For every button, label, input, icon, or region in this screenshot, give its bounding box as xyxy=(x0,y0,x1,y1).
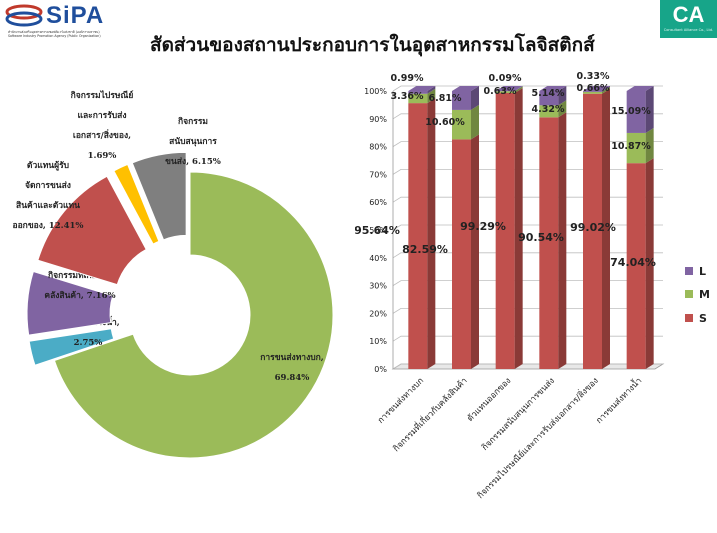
doughnut-slice-0 xyxy=(53,171,334,459)
gridline xyxy=(392,196,663,203)
category-label-5: การขนส่งทางน้ำ xyxy=(593,375,644,426)
data-label-s-2: 99.29% xyxy=(460,220,506,233)
legend-swatch-m xyxy=(685,290,693,298)
slide-title: สัดส่วนของสถานประกอบการในอุตสาหกรรมโลจิส… xyxy=(150,34,595,56)
y-tick-label: 40% xyxy=(369,254,387,263)
gridline xyxy=(392,113,663,120)
legend-label-s: S xyxy=(699,312,707,325)
y-tick-label: 70% xyxy=(369,170,387,179)
y-tick-label: 50% xyxy=(369,226,387,235)
stacked-bar-chart: 0% 10% 20% 30% 40% 50% 60% 70% 80% 90% 100% การขนส่… xyxy=(355,71,710,501)
legend-label-l: L xyxy=(699,265,706,278)
data-label-l-3: 5.14% xyxy=(532,88,565,99)
doughnut-slice-5 xyxy=(131,151,187,241)
doughnut-slice-4 xyxy=(113,163,160,245)
y-tick-label: 0% xyxy=(374,365,387,374)
gridline xyxy=(392,85,663,92)
bar-m-2 xyxy=(495,86,523,93)
data-label-l-4: 0.33% xyxy=(577,71,610,82)
data-label-s-0: 95.64% xyxy=(355,224,400,237)
data-label-m-4: 0.66% xyxy=(577,83,610,94)
data-label-s-3: 90.54% xyxy=(518,231,564,244)
y-tick-label: 90% xyxy=(369,115,387,124)
doughnut-chart: การขนส่งทางบก,69.84%การขนส่งทางน้ำ,2.75%… xyxy=(12,90,334,459)
data-label-s-4: 99.02% xyxy=(570,221,616,234)
category-label-1: กิจกรรมที่เกี่ยวกับคลังสินค้า xyxy=(390,375,470,455)
bar-s-1 xyxy=(452,134,479,369)
bar-m-4 xyxy=(583,86,610,94)
doughnut-label-0: การขนส่งทางบก, 69.84% xyxy=(260,352,324,383)
bar-s-3 xyxy=(539,112,567,369)
gridline xyxy=(392,363,663,370)
data-label-l-5: 15.09% xyxy=(611,106,651,117)
y-tick-label: 80% xyxy=(369,143,387,152)
bar-l-4 xyxy=(583,85,610,92)
data-label-m-5: 10.87% xyxy=(611,141,651,152)
bar-m-5 xyxy=(626,127,654,164)
doughnut-slice-2 xyxy=(26,270,114,336)
gridline xyxy=(392,335,663,342)
y-tick-label: 10% xyxy=(369,337,387,346)
doughnut-slice-3 xyxy=(37,175,147,286)
bar-s-4 xyxy=(583,88,610,369)
doughnut-label-4: กิจกรรมไปรษณีย์และการรับส่งเอกสาร/สิ่งขอ… xyxy=(71,90,134,161)
bar-l-5 xyxy=(626,86,654,133)
bar-m-1 xyxy=(452,104,479,140)
ca-logo-subtitle: Consultant Alliance Co., Ltd. xyxy=(663,28,714,32)
y-tick-label: 100% xyxy=(364,87,387,96)
category-label-2: ตัวแทนออกของ xyxy=(465,376,513,424)
bar-m-3 xyxy=(539,100,567,118)
gridline xyxy=(392,252,663,259)
bar-l-2 xyxy=(495,85,523,92)
bar-l-3 xyxy=(539,86,567,106)
sipa-logo: SiPA สำนักงานส่งเสริมอุตสาหกรรมซอฟต์แวร์… xyxy=(4,2,132,38)
category-label-0: การขนส่งทางบก xyxy=(376,376,426,426)
legend-swatch-l xyxy=(685,267,693,275)
doughnut-label-5: กิจกรรมสนับสนุนการขนส่ง, 6.15% xyxy=(165,116,221,167)
bar-s-5 xyxy=(626,158,654,369)
bar-l-0 xyxy=(408,86,436,94)
ca-logo-text: CA xyxy=(672,2,705,27)
bar-s-0 xyxy=(408,98,436,370)
y-tick-label: 20% xyxy=(369,309,387,318)
sipa-logo-subtitle-th: สำนักงานส่งเสริมอุตสาหกรรมซอฟต์แวร์แห่งช… xyxy=(8,30,100,34)
data-label-m-1: 10.60% xyxy=(425,117,465,128)
gridline xyxy=(392,169,663,175)
data-label-s-1: 82.59% xyxy=(402,243,448,256)
doughnut-slice-1 xyxy=(28,328,115,366)
legend-label-m: M xyxy=(699,288,710,301)
data-label-l-1: 6.81% xyxy=(429,93,462,104)
bar-s-2 xyxy=(495,87,523,369)
doughnut-label-3: ตัวแทนผู้รับจัดการขนส่งสินค้าและตัวแทนออ… xyxy=(12,160,83,231)
category-label-3: กิจกรรมสนับสนุนการขนส่ง xyxy=(480,376,557,453)
ca-logo: CA Consultant Alliance Co., Ltd. xyxy=(660,0,717,38)
y-tick-label: 30% xyxy=(369,282,387,291)
bar-l-1 xyxy=(452,86,479,110)
data-label-m-3: 4.32% xyxy=(532,104,565,115)
data-label-l-0: 0.99% xyxy=(391,73,424,84)
data-label-l-2: 0.09% xyxy=(489,73,522,84)
y-tick-label: 60% xyxy=(369,198,387,207)
gridline xyxy=(392,224,663,231)
gridline xyxy=(392,141,663,147)
data-label-s-5: 74.04% xyxy=(610,256,656,269)
legend-swatch-s xyxy=(685,314,693,322)
data-label-m-0: 3.36% xyxy=(391,91,424,102)
gridline xyxy=(392,307,663,314)
sipa-logo-subtitle-en: Software Industry Promotion Agency (Publ… xyxy=(8,34,101,38)
sipa-swoosh-icon xyxy=(5,4,43,27)
bar-m-0 xyxy=(408,88,436,104)
data-label-m-2: 0.63% xyxy=(484,86,517,97)
sipa-logo-text: SiPA xyxy=(46,2,105,29)
gridline xyxy=(392,280,663,286)
